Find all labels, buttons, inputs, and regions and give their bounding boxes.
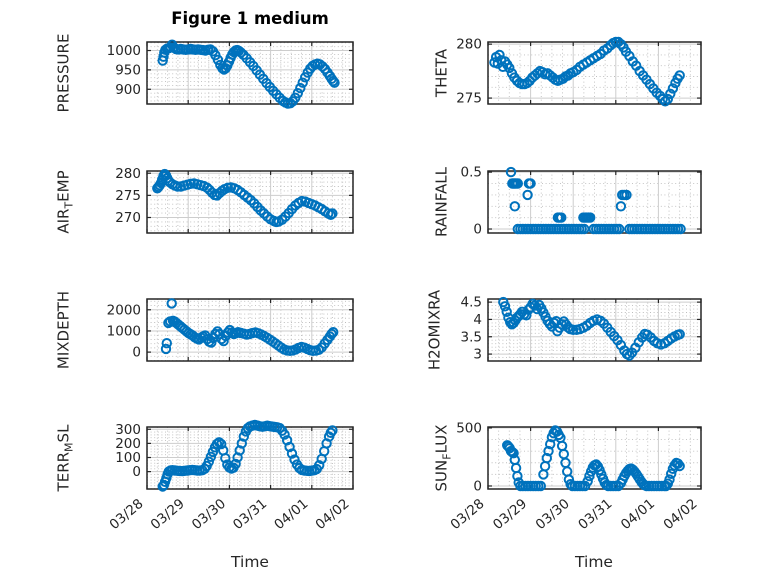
markers-sun-flux [502, 425, 685, 492]
y-tick-label: 275 [115, 188, 141, 204]
y-tick-label: 500 [456, 421, 482, 437]
x-tick-label: 04/02 [660, 496, 700, 533]
y-tick-label: 3.5 [461, 329, 482, 345]
y-tick-label: 0 [473, 479, 482, 495]
y-tick-label: 100 [115, 450, 141, 466]
x-tick-label: 04/01 [271, 496, 311, 533]
y-tick-label: 275 [456, 91, 482, 107]
y-tick-label: 0.5 [461, 165, 482, 181]
y-tick-label: 0 [132, 464, 141, 480]
markers-mixdepth [160, 298, 339, 356]
subplot-sun-flux: 0 500 03/28 03/29 03/30 03/31 04/01 04/02 [447, 421, 702, 533]
x-tick-label: 03/30 [533, 496, 573, 533]
x-tick-label: 03/29 [490, 496, 530, 533]
y-tick-label: 280 [115, 166, 141, 182]
markers-theta [489, 36, 685, 107]
y-tick-label: 1000 [107, 43, 141, 59]
y-tick-label: 950 [115, 62, 141, 78]
x-tick-label: 03/30 [189, 496, 229, 533]
xlabel-time-right: Time [575, 553, 613, 571]
subplot-air-temp: 270 275 280 [115, 166, 354, 234]
x-tick-label: 03/28 [106, 496, 146, 533]
y-tick-label: 200 [115, 436, 141, 452]
markers-terr-msl [157, 419, 338, 492]
y-tick-label: 280 [456, 37, 482, 53]
y-tick-label: 270 [115, 210, 141, 226]
y-tick-label: 900 [115, 82, 141, 98]
x-tick-label: 04/02 [312, 496, 352, 533]
x-tick-label: 03/28 [447, 496, 487, 533]
subplot-h2omixra: 3 3.544.5 [461, 295, 702, 363]
subplot-pressure: 900 950 1000 [107, 39, 354, 109]
y-tick-label: 300 [115, 422, 141, 438]
y-tick-label: 3 [473, 347, 482, 363]
x-tick-label: 03/31 [575, 496, 615, 533]
x-tick-label: 03/31 [230, 496, 270, 533]
x-tick-label: 04/01 [618, 496, 658, 533]
xlabel-time-left: Time [231, 553, 269, 571]
y-tick-label: 1000 [107, 324, 141, 340]
y-tick-label: 0 [473, 222, 482, 238]
y-tick-label: 2000 [107, 302, 141, 318]
y-tick-label: 4 [473, 312, 482, 328]
markers-h2omixra [498, 296, 685, 361]
x-tick-label: 03/29 [148, 496, 188, 533]
subplot-mixdepth: 0 1000 2000 [107, 298, 354, 362]
subplot-theta: 275 280 [456, 36, 702, 107]
subplot-rainfall: 00.5 [461, 165, 702, 238]
markers-air-temp [152, 168, 338, 228]
markers-rainfall [505, 166, 686, 235]
y-tick-label: 0 [132, 345, 141, 361]
figure-title: Figure 1 medium [171, 9, 329, 28]
markers-pressure [157, 39, 340, 109]
y-tick-label: 4.5 [461, 295, 482, 311]
